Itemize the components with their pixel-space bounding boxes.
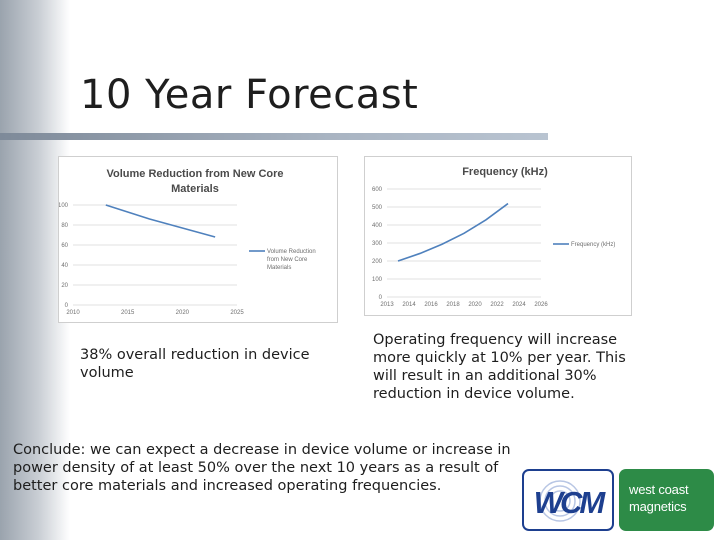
y-tick-label: 60 [61, 243, 68, 249]
x-tick-label: 2024 [512, 302, 526, 308]
chart-title-line: Volume Reduction from New Core [106, 168, 283, 180]
y-tick-label: 100 [59, 203, 69, 209]
x-tick-label: 2026 [534, 302, 548, 308]
legend-label: from New Core [267, 257, 308, 263]
x-tick-label: 2020 [468, 302, 482, 308]
y-tick-label: 0 [379, 295, 383, 301]
x-tick-label: 2016 [424, 302, 438, 308]
logo-line-2: magnetics [629, 499, 687, 514]
y-tick-label: 20 [61, 283, 68, 289]
legend-label: Frequency (kHz) [571, 242, 615, 248]
x-tick-label: 2025 [230, 310, 244, 316]
y-tick-label: 40 [61, 263, 68, 269]
x-tick-label: 2022 [490, 302, 504, 308]
x-tick-label: 2010 [66, 310, 80, 316]
volume-caption: 38% overall reduction in device volume [80, 347, 310, 381]
x-tick-label: 2015 [121, 310, 135, 316]
y-tick-label: 300 [372, 241, 383, 247]
volume-chart-svg: Volume Reduction from New Core Materials 0… [59, 168, 316, 316]
y-tick-label: 400 [372, 223, 383, 229]
series-line [397, 202, 509, 262]
title-rule [0, 133, 548, 140]
x-tick-label: 2013 [380, 302, 394, 308]
x-tick-label: 2018 [446, 302, 460, 308]
wcm-logo-text: WCM [534, 485, 607, 520]
y-tick-label: 100 [372, 277, 383, 283]
frequency-caption: Operating frequency will increase more q… [373, 332, 626, 402]
y-tick-label: 500 [372, 205, 383, 211]
slide-title: 10 Year Forecast [80, 72, 419, 118]
y-tick-label: 80 [61, 223, 68, 229]
x-tick-label: 2014 [402, 302, 416, 308]
volume-chart: Volume Reduction from New Core Materials 0… [58, 156, 338, 323]
west-coast-magnetics-logo: west coast magnetics [619, 469, 714, 531]
legend-label: Volume Reduction [267, 249, 316, 255]
chart-title-line: Frequency (kHz) [462, 166, 548, 178]
wcm-logo: WCM [522, 469, 614, 531]
legend-label: Materials [267, 265, 291, 271]
chart-title-line: Materials [171, 183, 219, 195]
logo-line-1: west coast [629, 482, 689, 497]
frequency-chart-svg: Frequency (kHz) 0 100 200 300 400 500 600 2013 20… [372, 166, 615, 308]
y-tick-label: 0 [65, 303, 69, 309]
y-tick-label: 600 [372, 187, 383, 193]
y-tick-label: 200 [372, 259, 383, 265]
wcm-logo-mark: WCM [534, 480, 609, 522]
frequency-chart: Frequency (kHz) 0 100 200 300 400 500 600 2013 20… [364, 156, 632, 316]
conclusion-text: Conclude: we can expect a decrease in de… [13, 442, 511, 494]
series-line [105, 204, 216, 238]
x-tick-label: 2020 [176, 310, 190, 316]
